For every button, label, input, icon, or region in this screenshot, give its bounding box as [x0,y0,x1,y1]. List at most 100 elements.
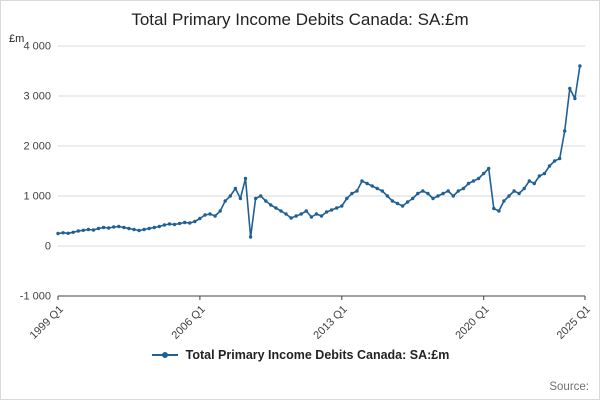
data-point[interactable] [431,196,435,201]
data-point[interactable] [259,194,263,198]
data-point[interactable] [157,224,161,229]
data-point[interactable] [380,189,384,193]
data-point[interactable] [172,222,177,227]
data-point[interactable] [193,219,197,224]
data-point[interactable] [365,181,369,186]
data-point[interactable] [142,227,146,232]
data-point[interactable] [243,176,248,181]
data-point[interactable] [578,64,582,68]
data-point[interactable] [547,164,552,168]
data-point[interactable] [208,212,212,216]
data-point[interactable] [218,209,222,213]
data-point[interactable] [471,179,476,183]
data-point[interactable] [451,194,455,198]
data-point[interactable] [405,200,410,204]
data-point[interactable] [527,179,531,183]
data-point[interactable] [314,212,319,216]
data-point[interactable] [162,223,167,227]
data-point[interactable] [370,184,374,188]
data-point[interactable] [568,86,572,91]
data-point[interactable] [147,226,151,231]
data-point[interactable] [375,186,379,191]
data-point[interactable] [335,206,339,210]
data-point[interactable] [76,229,81,233]
data-point[interactable] [152,225,156,230]
series-line[interactable] [57,65,581,238]
data-point[interactable] [56,231,60,236]
data-point[interactable] [482,171,486,176]
data-point[interactable] [492,206,496,211]
data-point[interactable] [416,191,420,196]
data-point[interactable] [487,166,491,171]
data-point[interactable] [71,230,75,234]
line-chart[interactable]: 4 000 3 000 2 000 1 000 0 -1 000 £m 1999 Q1 2006… [1,30,600,340]
data-point[interactable] [86,227,91,232]
data-point[interactable] [101,225,106,230]
data-point[interactable] [279,209,283,213]
data-point[interactable] [264,199,268,203]
data-point[interactable] [395,201,400,206]
data-point[interactable] [274,206,278,210]
data-point[interactable] [400,204,405,208]
data-point[interactable] [122,225,126,230]
data-point[interactable] [340,204,344,208]
data-point[interactable] [441,191,445,196]
data-point[interactable] [107,226,111,230]
data-point[interactable] [309,215,314,219]
data-point[interactable] [558,156,562,161]
data-point[interactable] [213,214,217,218]
data-point[interactable] [385,194,390,198]
data-point[interactable] [466,181,471,186]
data-point[interactable] [183,220,187,225]
data-point[interactable] [390,199,395,203]
data-point[interactable] [91,228,96,232]
data-point[interactable] [203,213,207,217]
data-point[interactable] [177,221,182,226]
data-point[interactable] [573,96,577,101]
data-point[interactable] [96,226,101,231]
data-point[interactable] [542,171,547,176]
data-point[interactable] [228,194,232,198]
data-point[interactable] [238,196,243,201]
data-point[interactable] [517,191,521,196]
data-point[interactable] [537,174,542,178]
data-point[interactable] [61,231,65,235]
data-point[interactable] [329,208,334,212]
data-point[interactable] [350,191,354,196]
data-point[interactable] [248,235,253,239]
data-point[interactable] [233,186,238,191]
data-point[interactable] [112,225,116,229]
data-point[interactable] [319,214,324,218]
data-point[interactable] [552,159,557,163]
data-point[interactable] [299,212,303,216]
data-point[interactable] [355,189,359,193]
data-point[interactable] [324,210,329,214]
data-point[interactable] [563,129,567,133]
data-point[interactable] [532,181,536,186]
data-point[interactable] [294,214,298,218]
data-point[interactable] [188,221,192,225]
data-point[interactable] [426,191,430,196]
data-point[interactable] [132,227,136,232]
data-point[interactable] [497,209,501,213]
data-point[interactable] [360,179,364,183]
data-point[interactable] [289,216,293,220]
data-point[interactable] [117,224,121,229]
data-point[interactable] [127,226,131,231]
data-point[interactable] [198,216,202,221]
data-point[interactable] [461,186,466,191]
data-point[interactable] [284,212,288,216]
data-point[interactable] [167,222,172,226]
data-point[interactable] [502,199,506,203]
data-point[interactable] [436,194,440,198]
data-point[interactable] [446,189,450,193]
data-point[interactable] [345,196,349,201]
data-point[interactable] [507,194,511,198]
data-point[interactable] [81,228,86,232]
data-point[interactable] [223,199,227,203]
data-point[interactable] [304,209,308,213]
data-point[interactable] [66,231,70,235]
data-point[interactable] [411,196,415,201]
data-point[interactable] [137,228,141,233]
data-point[interactable] [269,203,273,207]
